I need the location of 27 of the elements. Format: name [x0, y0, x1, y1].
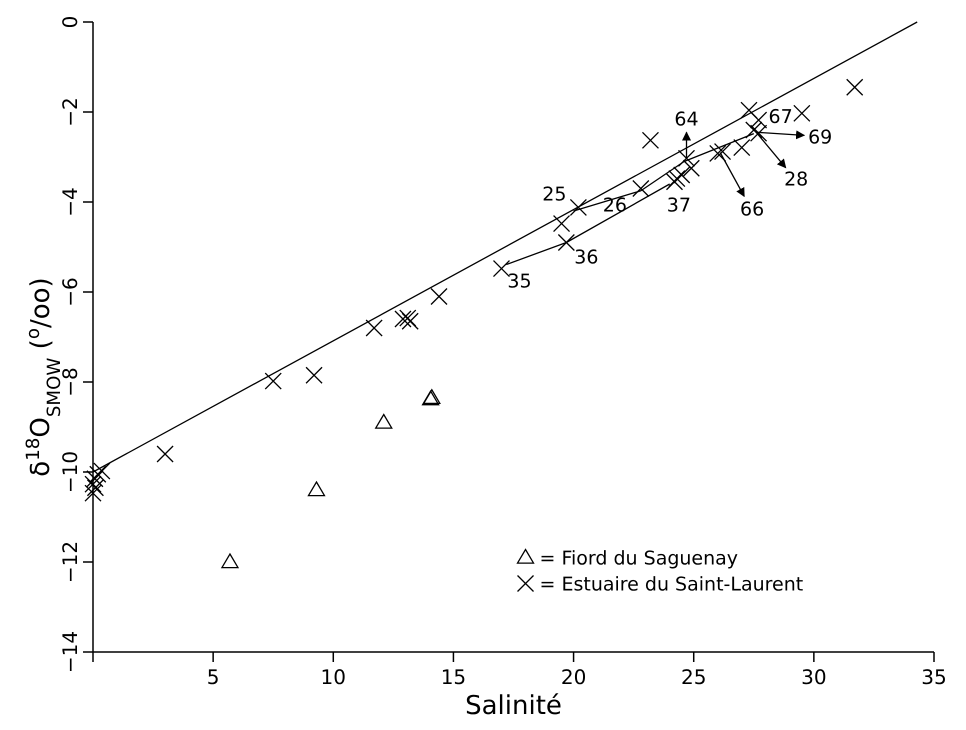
- legend-label: = Estuaire du Saint-Laurent: [540, 574, 804, 596]
- x-tick-label: 10: [320, 665, 346, 689]
- legend-label: = Fiord du Saguenay: [540, 548, 738, 570]
- annotation: 64: [674, 108, 699, 130]
- annotation: 35: [507, 270, 532, 293]
- y-tick-label: −12: [58, 540, 82, 584]
- y-tick-label: 0: [58, 16, 82, 28]
- annotation: 67: [768, 106, 793, 128]
- y-tick-label: −4: [58, 187, 82, 217]
- y-tick-label: −10: [58, 450, 82, 494]
- x-tick-label: 15: [440, 665, 466, 689]
- y-tick-label: −2: [58, 97, 82, 127]
- annotation: 37: [666, 194, 691, 217]
- x-tick-label: 25: [680, 665, 706, 689]
- annotation: 36: [574, 246, 598, 268]
- y-tick-label: −14: [58, 630, 82, 674]
- annotation: 69: [808, 126, 832, 148]
- x-axis-title: Salinité: [465, 691, 562, 721]
- x-tick-label: 5: [206, 665, 220, 689]
- x-tick-label: 20: [560, 665, 586, 689]
- annotation: 26: [602, 194, 627, 216]
- annotation: 66: [740, 198, 764, 220]
- x-tick-label: 35: [921, 665, 947, 689]
- annotation: 28: [784, 168, 808, 190]
- x-tick-label: 30: [801, 665, 827, 689]
- y-tick-label: −6: [58, 277, 82, 307]
- annotation: 25: [542, 183, 566, 206]
